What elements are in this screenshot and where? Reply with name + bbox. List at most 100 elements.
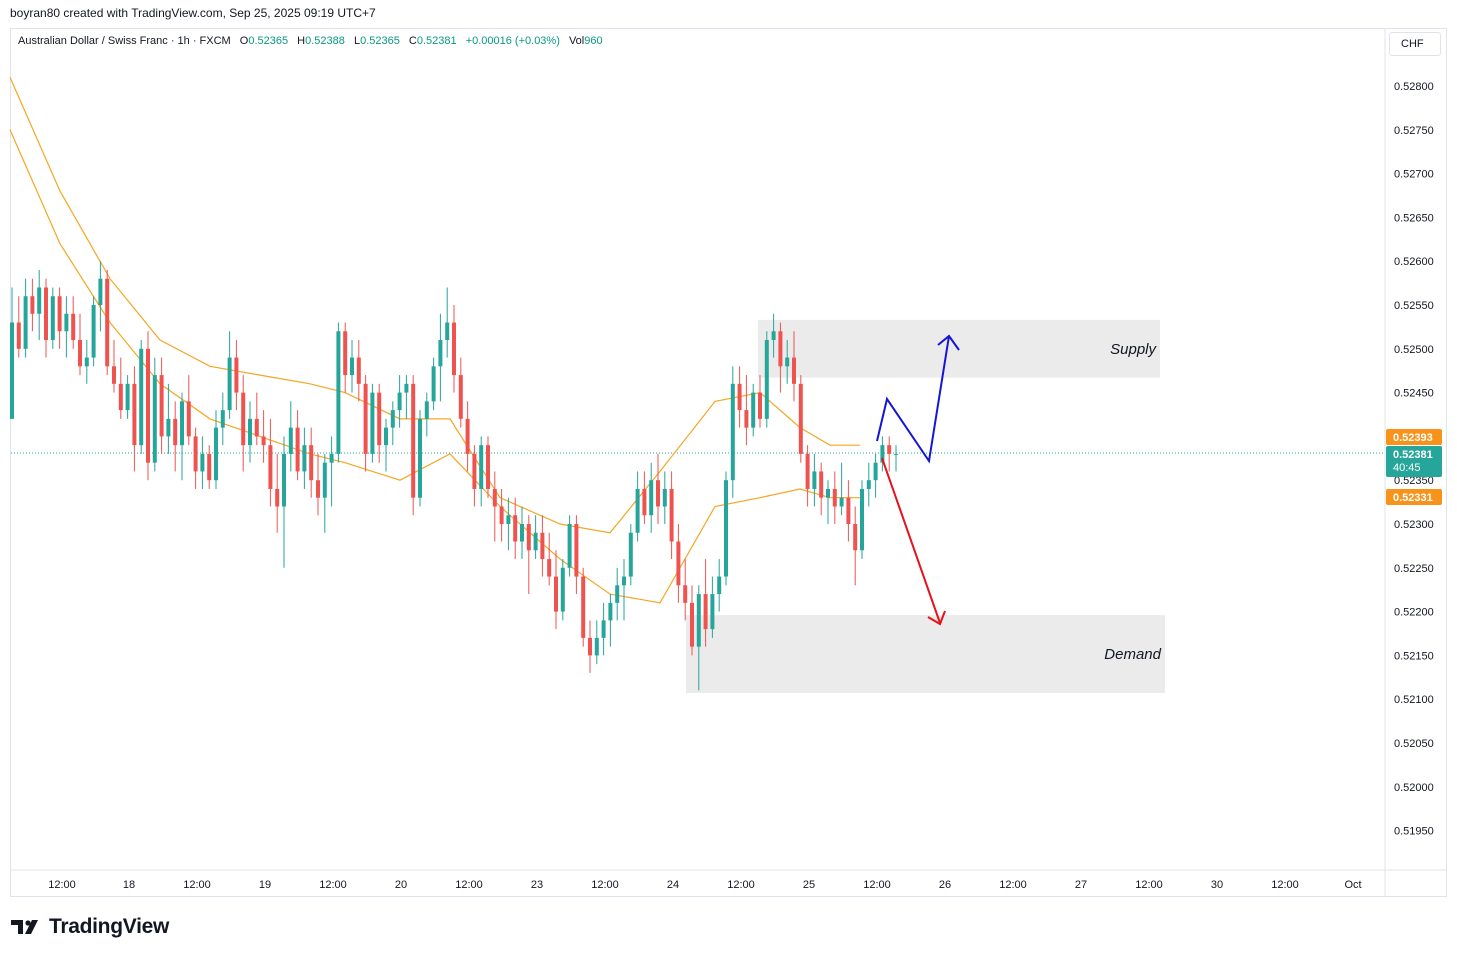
time-tick-label: 25 xyxy=(803,879,815,891)
candle xyxy=(152,357,157,472)
time-tick-label: 12:00 xyxy=(999,879,1027,891)
price-tick-label: 0.52600 xyxy=(1394,256,1434,268)
candle xyxy=(574,515,579,595)
candle xyxy=(710,576,715,638)
candle xyxy=(125,375,130,419)
time-tick-label: 27 xyxy=(1075,879,1087,891)
candle xyxy=(309,427,314,498)
candle xyxy=(839,462,844,516)
time-tick-label: 12:00 xyxy=(1271,879,1299,891)
candle xyxy=(146,331,150,481)
price-tick-label: 0.52250 xyxy=(1394,563,1434,575)
svg-text:0.52331: 0.52331 xyxy=(1393,492,1433,504)
candle xyxy=(220,392,225,446)
candle xyxy=(418,410,422,507)
currency-selector[interactable]: CHF xyxy=(1389,32,1441,56)
candle xyxy=(642,471,647,524)
candle xyxy=(78,313,82,376)
candle xyxy=(873,453,878,498)
candle xyxy=(132,366,137,472)
time-tick-label: 12:00 xyxy=(319,879,347,891)
candle xyxy=(778,322,783,393)
candle xyxy=(581,567,586,647)
candle xyxy=(44,278,48,358)
candle xyxy=(506,497,511,551)
candle xyxy=(214,410,218,489)
candle xyxy=(880,436,885,472)
candle xyxy=(540,515,545,577)
time-tick-label: 12:00 xyxy=(48,879,76,891)
candle xyxy=(669,471,674,560)
candle xyxy=(819,462,824,516)
indicator-layer xyxy=(9,76,860,604)
price-tick-label: 0.52700 xyxy=(1394,169,1434,181)
vol-label: Vol xyxy=(568,35,585,47)
symbol-name[interactable]: Australian Dollar / Swiss Franc · 1h · F… xyxy=(18,35,231,47)
candle xyxy=(23,278,28,358)
price-tick-label: 0.52050 xyxy=(1394,738,1434,750)
demand-zone xyxy=(686,615,1165,694)
time-tick-label: 12:00 xyxy=(183,879,211,891)
candle xyxy=(248,401,252,463)
bearish-scenario-arrow xyxy=(881,457,941,624)
time-tick-label: 12:00 xyxy=(455,879,483,891)
candle xyxy=(608,594,613,647)
candle xyxy=(785,340,790,384)
supply-zone-label: Supply xyxy=(1110,341,1157,358)
candle xyxy=(554,550,558,630)
candle xyxy=(336,322,341,463)
candle xyxy=(812,453,817,507)
candle xyxy=(282,436,286,568)
candle xyxy=(295,410,300,481)
bullish-arrowhead xyxy=(937,334,960,351)
candle xyxy=(771,313,776,358)
candle xyxy=(207,445,212,489)
svg-text:0.52393: 0.52393 xyxy=(1393,432,1433,444)
price-tick-label: 0.52150 xyxy=(1394,650,1434,662)
candle xyxy=(486,436,490,498)
time-tick-label: Oct xyxy=(1344,879,1361,891)
candle xyxy=(200,436,205,489)
candle xyxy=(588,620,592,673)
change-value: +0.00016 (+0.03%) xyxy=(465,35,560,47)
candle xyxy=(696,585,701,691)
lower-band-price-tag: 0.52331 xyxy=(1386,489,1442,505)
candle xyxy=(452,305,456,393)
candle xyxy=(465,401,470,472)
candle xyxy=(288,401,293,472)
time-tick-label: 12:00 xyxy=(727,879,755,891)
candle xyxy=(71,296,76,349)
candle xyxy=(662,471,667,524)
candle xyxy=(458,357,463,428)
candle xyxy=(241,375,246,472)
price-tick-label: 0.51950 xyxy=(1394,826,1434,838)
candle xyxy=(227,331,232,419)
candle xyxy=(594,620,599,665)
candle xyxy=(377,383,382,463)
candle xyxy=(159,357,164,454)
time-tick-label: 19 xyxy=(259,879,271,891)
candle xyxy=(560,559,565,621)
bearish-arrowhead xyxy=(927,610,946,626)
candle xyxy=(322,453,327,533)
time-tick-label: 20 xyxy=(395,879,407,891)
candle xyxy=(112,340,116,393)
candle xyxy=(744,375,749,446)
candle xyxy=(894,445,898,472)
candle xyxy=(730,366,735,498)
candle xyxy=(601,602,606,656)
candle xyxy=(30,278,35,332)
candle xyxy=(350,340,354,393)
candle xyxy=(826,480,830,524)
candle xyxy=(98,261,103,332)
candle xyxy=(798,375,803,463)
open-label: O xyxy=(239,35,249,47)
candle xyxy=(370,383,375,463)
candle xyxy=(628,524,633,586)
price-tick-label: 0.52650 xyxy=(1394,212,1434,224)
open-value: 0.52365 xyxy=(248,35,289,47)
candle xyxy=(50,287,55,349)
price-tick-label: 0.52800 xyxy=(1394,81,1434,93)
candle xyxy=(356,340,361,402)
